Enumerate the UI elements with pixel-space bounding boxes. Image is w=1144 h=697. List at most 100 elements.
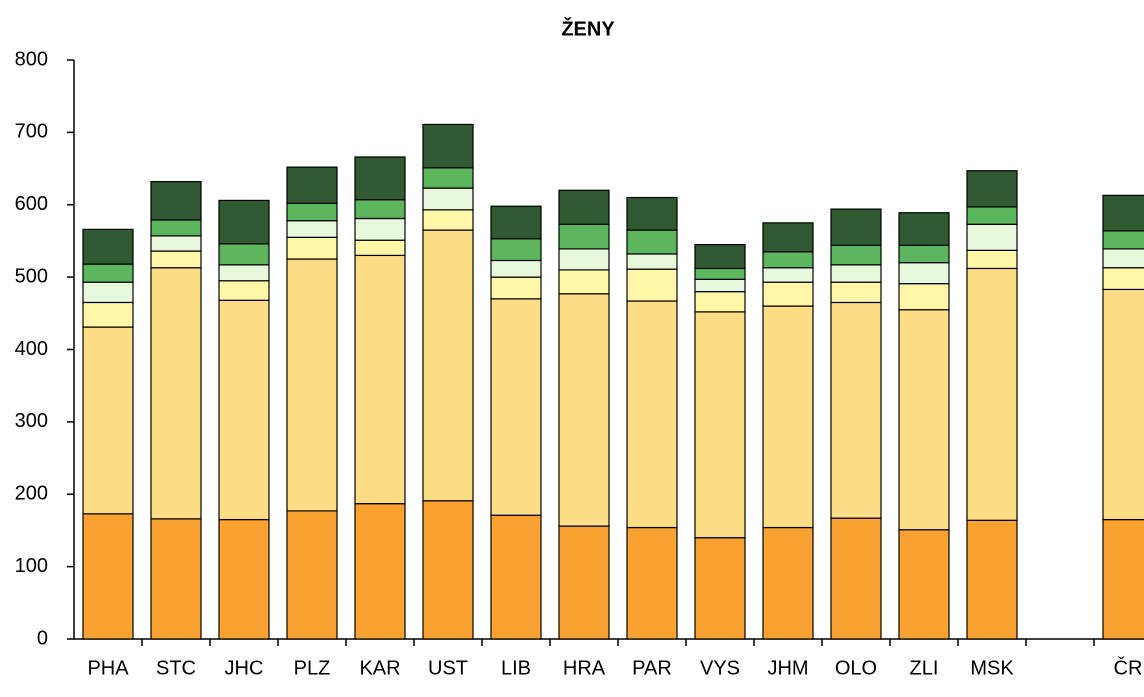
bar-segment [830,264,882,283]
bar-segment [150,180,202,221]
bar-segment [626,300,678,529]
bar-segment [626,526,678,640]
bar-segment [218,199,270,245]
bar-segment [490,298,542,516]
bar-segment [150,219,202,237]
bar-segment [354,156,406,201]
bar-segment [422,187,474,211]
y-tick-label: 500 [15,265,48,287]
bar-segment [694,278,746,293]
bar-segment [490,259,542,278]
bar-segment [286,220,338,238]
bar-segment [694,267,746,280]
x-tick-label: MSK [970,657,1014,679]
bar-segment [966,249,1018,270]
bar-segment [898,283,950,311]
bar-segment [966,206,1018,225]
bar-segment [762,251,814,269]
bar-segment [150,250,202,269]
bar-segment [694,291,746,313]
bar-segment [354,217,406,241]
y-tick-label: 800 [15,48,48,70]
bar-segment [218,264,270,282]
bar-segment [286,258,338,512]
bar-segment [830,301,882,519]
x-tick-label: ČR [1114,656,1143,679]
bar-segment [626,268,678,302]
bar-segment [286,236,338,260]
bar-segment [218,280,270,301]
x-tick-label: OLO [835,657,877,679]
bar-segment [898,309,950,531]
bar-segment [354,503,406,640]
bar-segment [82,228,134,265]
bar-segment [762,222,814,253]
y-tick-label: 300 [15,410,48,432]
bar-segment [558,525,610,640]
bar-segment [966,223,1018,251]
bar-segment [762,267,814,283]
bar-segment [558,293,610,527]
bar-segment [694,311,746,539]
bar-segment [422,209,474,231]
bar-segment [1102,230,1144,250]
bar-segment [490,238,542,262]
y-tick-label: 0 [37,627,48,649]
bar-segment [218,299,270,521]
bar-segment [1102,288,1144,521]
bar-segment [490,205,542,240]
bar-segment [218,518,270,640]
bar-segment [150,518,202,640]
bar-segment [1102,518,1144,640]
bar-segment [286,202,338,222]
bar-segment [354,254,406,505]
y-tick-label: 700 [15,121,48,143]
bar-segment [966,267,1018,521]
x-tick-label: UST [428,657,468,679]
bar-segment [558,248,610,271]
bar-segment [898,212,950,246]
y-tick-label: 600 [15,193,48,215]
bar-segment [966,170,1018,208]
x-tick-label: LIB [501,657,531,679]
bar-segment [830,517,882,640]
bar-segment [354,239,406,257]
bar-segment [830,244,882,266]
bar-segment [830,281,882,304]
bar-segment [82,326,134,515]
x-tick-label: VYS [700,657,740,679]
bar-segment [150,235,202,252]
bar-segment [626,253,678,270]
bar-segment [830,208,882,246]
bar-segment [354,199,406,220]
bar-segment [762,305,814,529]
bar-segment [762,526,814,640]
bar-segment [82,281,134,304]
y-tick-label: 200 [15,483,48,505]
bar-segment [82,301,134,328]
bar-segment [1102,194,1144,232]
bar-segment [490,276,542,300]
bar-segment [898,244,950,264]
bar-segment [82,263,134,283]
bar-segment [490,514,542,640]
x-tick-label: JHM [767,657,808,679]
bar-segment [966,519,1018,640]
chart-title: ŽENY [561,16,615,40]
bar-segment [762,281,814,307]
bar-segment [150,267,202,520]
x-tick-label: KAR [359,657,400,679]
x-tick-label: HRA [563,657,606,679]
x-tick-label: PAR [632,657,672,679]
y-tick-label: 100 [15,555,48,577]
x-tick-label: PLZ [294,657,331,679]
bar-segment [1102,267,1144,291]
bar-segment [218,243,270,266]
x-tick-label: JHC [225,657,264,679]
bar-segment [626,229,678,255]
bar-segment [898,262,950,285]
y-tick-label: 400 [15,338,48,360]
bar-segment [898,529,950,640]
bar-segment [626,196,678,231]
